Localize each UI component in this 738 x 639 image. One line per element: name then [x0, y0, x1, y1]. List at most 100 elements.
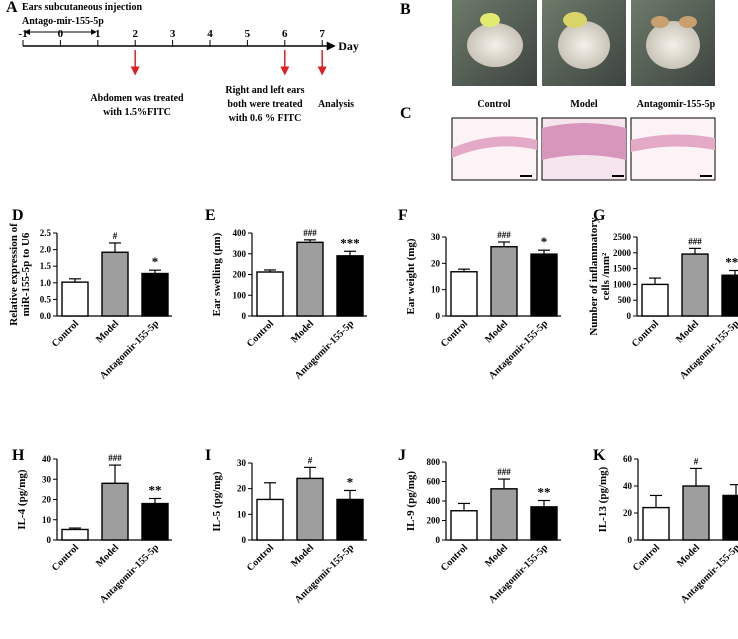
y-axis-label: Ear swelling (μm): [211, 232, 223, 316]
y-tick-label: 1500: [613, 264, 632, 274]
y-tick-label: 10: [237, 509, 247, 519]
note-text: Abdomen was treated: [90, 93, 184, 104]
x-tick-label: Model: [675, 542, 702, 569]
significance: *: [152, 254, 159, 269]
significance: *: [541, 234, 548, 249]
x-tick-label: Control: [439, 542, 470, 573]
day-label: 1: [95, 28, 101, 40]
bar: [256, 498, 284, 541]
y-tick-label: 30: [431, 232, 441, 242]
y-tick-label: 100: [233, 290, 247, 300]
y-tick-label: 800: [427, 457, 441, 467]
note-text: with 1.5%FITC: [103, 107, 171, 118]
y-axis-label: IL-9 (pg/mg): [405, 471, 417, 532]
photo-panel: [452, 0, 715, 86]
significance: ###: [497, 230, 511, 240]
y-tick-label: 0.5: [40, 294, 52, 304]
panel-letter: F: [398, 207, 408, 224]
panel-letter: C: [400, 105, 412, 122]
y-tick-label: 60: [623, 454, 633, 464]
panel-letter: J: [398, 447, 406, 464]
bar: [336, 498, 364, 541]
y-tick-label: 0: [242, 311, 247, 321]
y-tick-label: 500: [618, 295, 632, 305]
x-tick-label: Model: [674, 318, 701, 345]
x-tick-label: Control: [245, 542, 276, 573]
day-label: -1: [18, 28, 27, 40]
bar: [722, 494, 738, 541]
significance: ***: [340, 235, 360, 250]
y-tick-label: 0: [436, 535, 441, 545]
y-tick-label: 20: [431, 258, 441, 268]
y-axis-label: Relative expression of: [8, 223, 20, 326]
bar: [641, 283, 669, 317]
bar: [642, 506, 670, 541]
y-tick-label: 0: [47, 535, 52, 545]
significance: ###: [497, 467, 511, 477]
y-tick-label: 200: [233, 270, 247, 280]
y-tick-label: 1000: [613, 279, 632, 289]
significance: **: [149, 482, 162, 497]
x-tick-label: Control: [439, 318, 470, 349]
y-tick-label: 30: [42, 474, 52, 484]
bar: [490, 488, 518, 541]
bar: [682, 485, 710, 541]
bar: [296, 477, 324, 541]
x-tick-label: Model: [94, 318, 121, 345]
y-tick-label: 20: [42, 495, 52, 505]
note-text: with 0.6 % FITC: [229, 113, 302, 124]
y-axis-label: Number of inflammatory: [588, 217, 600, 336]
panel-letter: H: [12, 447, 25, 464]
day-label: 2: [132, 28, 138, 40]
bar: [61, 528, 89, 541]
day-label: 3: [170, 28, 176, 40]
significance: #: [694, 456, 699, 466]
y-axis-label: miR-155-5p to U6: [20, 232, 32, 316]
bar: [141, 502, 169, 541]
histology-panel: [451, 117, 716, 181]
day-label: 5: [245, 28, 251, 40]
bar: [681, 253, 709, 317]
x-tick-label: Control: [245, 318, 276, 349]
x-tick-label: Control: [631, 542, 662, 573]
y-tick-label: 2500: [613, 232, 632, 242]
bar: [450, 510, 478, 541]
x-tick-label: Model: [94, 542, 121, 569]
x-tick-label: Control: [630, 318, 661, 349]
panel-letter: I: [205, 447, 211, 464]
panel-letter: G: [593, 207, 606, 224]
x-tick-label: Model: [289, 542, 316, 569]
panel-letter: A: [6, 0, 18, 16]
y-tick-label: 20: [237, 484, 247, 494]
y-tick-label: 30: [237, 458, 247, 468]
y-tick-label: 2.5: [40, 228, 52, 238]
significance: ###: [303, 228, 317, 238]
significance: ***: [725, 254, 738, 269]
x-tick-label: Model: [483, 542, 510, 569]
significance: #: [113, 231, 118, 241]
y-tick-label: 0: [242, 535, 247, 545]
y-axis-label: IL-13 (pg/mg): [597, 466, 609, 532]
x-tick-label: Control: [50, 318, 81, 349]
y-axis-label: Ear weight (mg): [405, 238, 417, 315]
y-tick-label: 0.0: [40, 311, 52, 321]
bar: [450, 271, 478, 317]
significance: *: [347, 474, 354, 489]
significance: ###: [688, 236, 702, 246]
x-tick-label: Model: [483, 318, 510, 345]
group-label: Control: [477, 99, 510, 110]
x-tick-label: Control: [50, 542, 81, 573]
y-tick-label: 400: [427, 496, 441, 506]
bar: [336, 255, 364, 317]
y-tick-label: 600: [427, 477, 441, 487]
day-label: 7: [319, 28, 325, 40]
injection-text: Antago-mir-155-5p: [22, 16, 104, 27]
bar: [256, 271, 284, 317]
y-tick-label: 40: [42, 454, 52, 464]
note-text: Analysis: [318, 99, 354, 110]
y-tick-label: 200: [427, 516, 441, 526]
y-tick-label: 0: [627, 311, 632, 321]
bar: [296, 241, 324, 317]
y-axis-label: cells /mm²: [600, 252, 612, 300]
